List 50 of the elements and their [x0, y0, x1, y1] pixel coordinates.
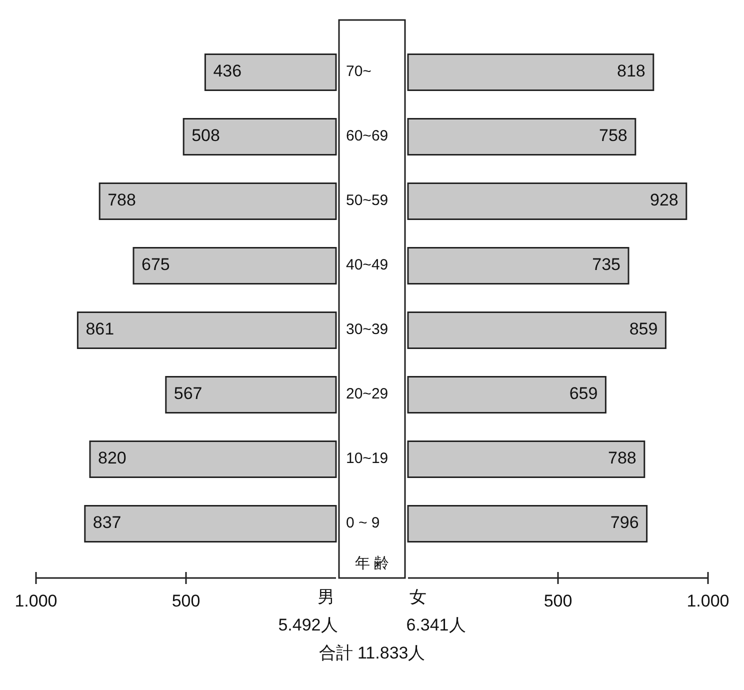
bar — [89, 440, 337, 478]
bar — [407, 440, 646, 478]
text: 女 — [410, 587, 426, 606]
x-tick-label: 500 — [172, 591, 200, 610]
data-label: 861 — [86, 320, 114, 339]
data-label: 818 — [617, 62, 646, 81]
text: 5.492人 — [278, 615, 338, 634]
data-label: 788 — [608, 448, 636, 468]
bar — [76, 312, 337, 349]
bar — [407, 312, 666, 349]
data-label: 508 — [192, 126, 220, 146]
bar — [407, 505, 648, 542]
bar — [132, 247, 337, 284]
data-label: 837 — [92, 513, 122, 532]
y-tick-label: 40~49 — [346, 256, 388, 274]
x-tick-label: 1.000 — [14, 591, 58, 610]
data-label: 859 — [629, 320, 658, 339]
text: 合計 11.833人 — [318, 643, 426, 662]
bar — [182, 118, 337, 156]
data-label: 788 — [108, 190, 136, 210]
y-tick-label: 70~ — [346, 63, 372, 80]
text: 6.341人 — [406, 615, 466, 634]
bar — [407, 182, 688, 220]
bar — [165, 376, 337, 414]
x-tick-label: 500 — [544, 591, 572, 610]
text: 男 — [318, 587, 334, 606]
data-label: 436 — [213, 62, 242, 81]
data-label: 675 — [142, 255, 170, 274]
bar — [98, 182, 337, 220]
y-tick-label: 60~69 — [346, 128, 388, 145]
x-tick-label: 1.000 — [686, 591, 730, 610]
data-label: 758 — [599, 126, 628, 146]
data-label: 567 — [174, 384, 202, 404]
y-tick-label: 20~29 — [346, 386, 388, 403]
bar — [407, 54, 654, 91]
y-tick-label: 50~59 — [346, 192, 388, 210]
y-tick-label: 30~39 — [346, 321, 388, 338]
y-tick-label: 10~19 — [346, 450, 388, 468]
data-label: 820 — [98, 448, 126, 468]
data-label: 796 — [610, 513, 639, 532]
data-label: 928 — [650, 190, 678, 210]
bar — [407, 247, 630, 284]
data-label: 735 — [592, 255, 620, 274]
bar — [407, 376, 606, 414]
y-axis-title: 年 齢 — [354, 554, 390, 572]
data-label: 659 — [569, 384, 598, 404]
bar — [407, 118, 636, 156]
y-tick-label: 0 ~ 9 — [346, 514, 380, 532]
bar — [84, 505, 337, 542]
bar — [204, 54, 337, 91]
